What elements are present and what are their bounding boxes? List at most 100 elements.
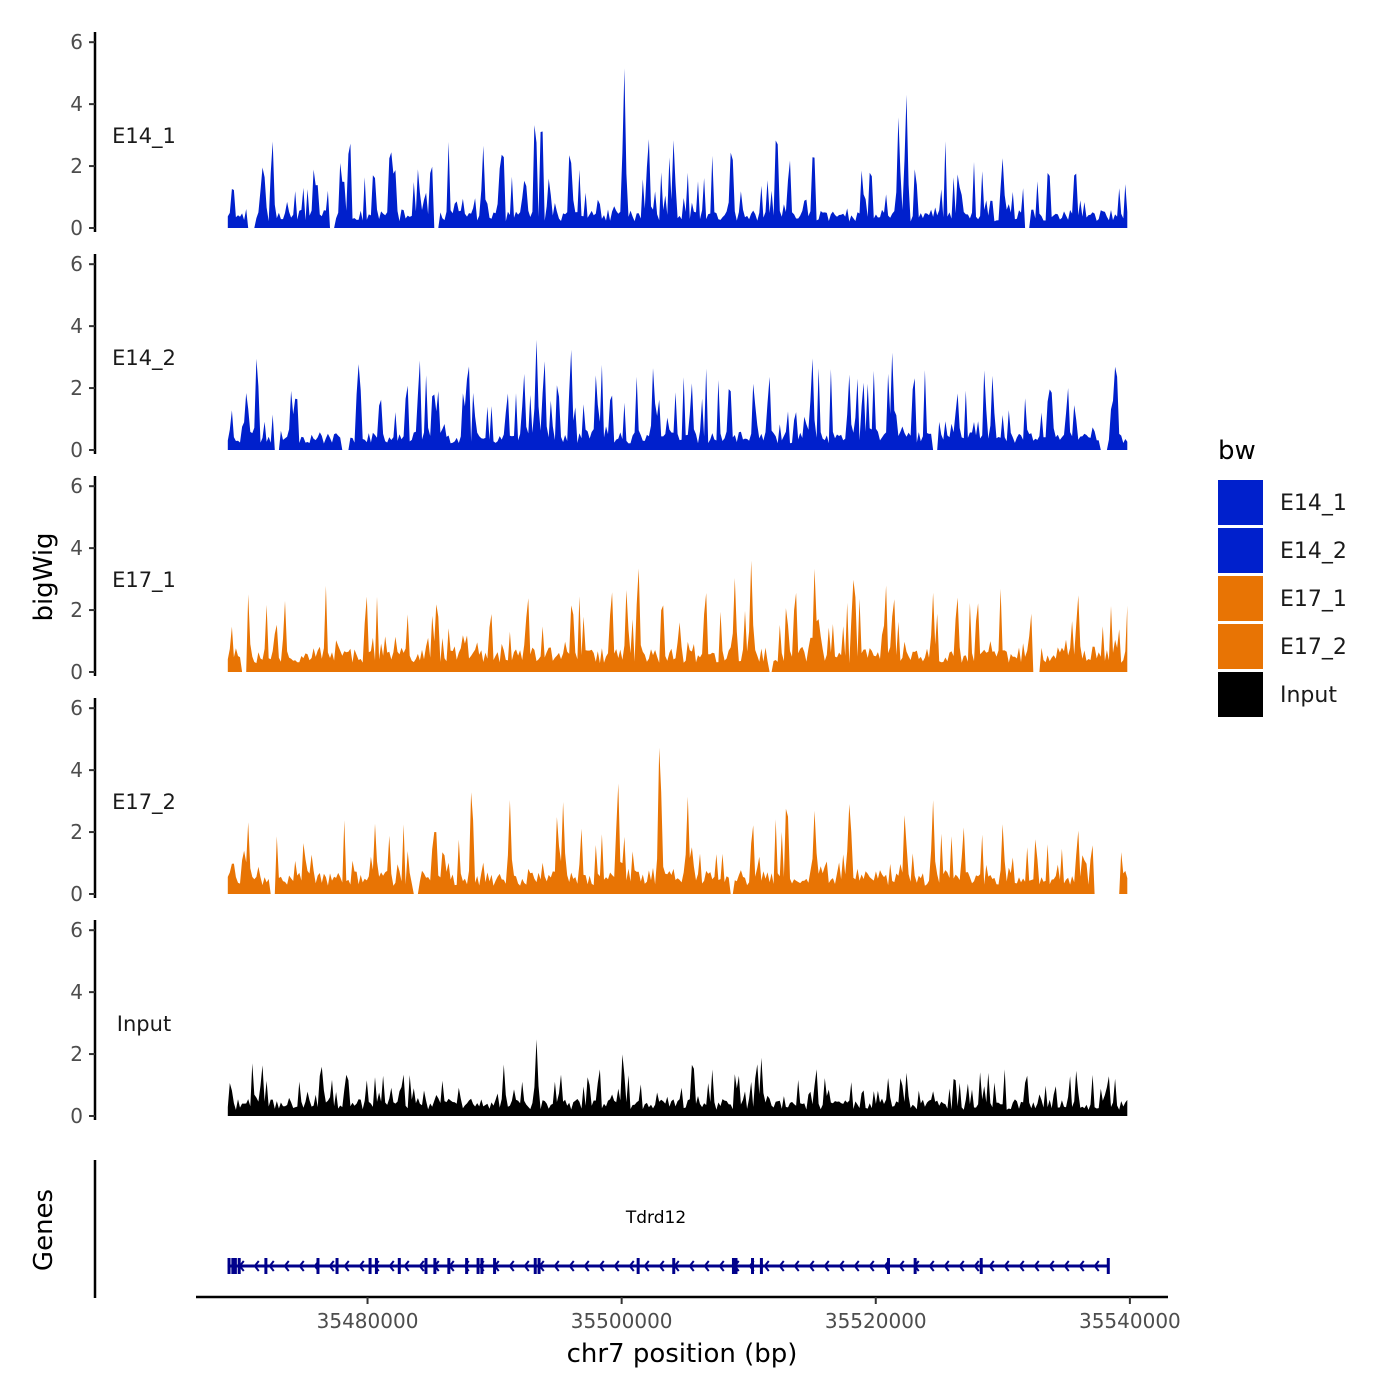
track-label: Input [117,1012,171,1036]
strand-arrow [508,1260,515,1272]
strand-arrow [313,1260,320,1272]
gene-exon [480,1258,484,1274]
strand-arrow [448,1260,455,1272]
strand-arrow [688,1260,695,1272]
strand-arrow [913,1260,920,1272]
strand-arrow [748,1260,755,1272]
strand-arrow [673,1260,680,1272]
gene-exon [424,1258,428,1274]
strand-arrow [298,1260,305,1272]
gene-exon [886,1258,890,1274]
strand-arrow [958,1260,965,1272]
x-axis-title: chr7 position (bp) [567,1339,798,1369]
strand-arrow [613,1260,620,1272]
gene-exon [979,1258,983,1274]
y-tick-label: 0 [70,216,83,240]
y-tick-label: 6 [70,918,83,942]
strand-arrow [658,1260,665,1272]
legend-swatch-E14_1 [1218,480,1263,525]
gene-exon [368,1258,372,1274]
strand-arrow [433,1260,440,1272]
track-panel-E14_2: 0 2 4 6 E14_2 [70,252,1128,462]
strand-arrow [373,1260,380,1272]
gene-exon [1106,1258,1110,1274]
strand-arrow [928,1260,935,1272]
strand-arrow [793,1260,800,1272]
y-tick-label: 0 [70,882,83,906]
gene-exon [316,1258,320,1274]
coverage-area-E17_2 [227,747,1128,894]
strand-arrow [733,1260,740,1272]
strand-arrow [238,1260,245,1272]
y-tick-label: 0 [70,438,83,462]
y-tick-label: 2 [70,376,83,400]
strand-arrow [253,1260,260,1272]
gene-label: Tdrd12 [625,1208,686,1228]
strand-arrow [478,1260,485,1272]
strand-arrow [418,1260,425,1272]
legend-swatch-E17_2 [1218,624,1263,669]
strand-arrow [388,1260,395,1272]
strand-arrow [553,1260,560,1272]
coverage-area-Input [227,1039,1128,1116]
strand-arrow [328,1260,335,1272]
y-axis-title: bigWig [29,532,59,621]
y-tick-label: 4 [70,980,83,1004]
x-tick-label: 35480000 [317,1309,419,1333]
y-tick-label: 6 [70,696,83,720]
strand-arrow [988,1260,995,1272]
track-label: E17_1 [112,568,176,593]
strand-arrow [493,1260,500,1272]
strand-arrow [703,1260,710,1272]
y-tick-label: 4 [70,92,83,116]
legend-label-E17_1: E17_1 [1280,587,1347,612]
strand-arrow [763,1260,770,1272]
gene-exon [636,1258,640,1274]
strand-arrow [283,1260,290,1272]
gene-exon [335,1258,339,1274]
strand-arrow [868,1260,875,1272]
x-axis: 35480000 35500000 35520000 35540000 [196,1295,1181,1333]
y-tick-label: 6 [70,474,83,498]
x-tick-label: 35500000 [571,1309,673,1333]
gene-exon [233,1258,237,1274]
track-panel-Input: 0 2 4 6 Input [70,918,1128,1128]
strand-arrow [943,1260,950,1272]
legend-label-Input: Input [1280,683,1337,708]
y-tick-label: 0 [70,660,83,684]
legend-label-E14_1: E14_1 [1280,491,1347,516]
legend-swatch-Input [1218,672,1263,717]
gene-exon [231,1258,235,1274]
gene-exon [759,1258,763,1274]
y-tick-label: 0 [70,1104,83,1128]
gene-exon [264,1258,268,1274]
strand-arrow [403,1260,410,1272]
strand-arrow [463,1260,470,1272]
strand-arrow [1033,1260,1040,1272]
gene-exon [227,1258,231,1274]
strand-arrow [643,1260,650,1272]
strand-arrow [1078,1260,1085,1272]
strand-arrow [718,1260,725,1272]
strand-arrow [598,1260,605,1272]
coverage-area-E14_1 [227,68,1128,229]
x-tick-label: 35540000 [1079,1309,1181,1333]
track-panel-E17_1: 0 2 4 6 E17_1 [70,474,1128,684]
gene-exon [397,1258,401,1274]
gene-exon [476,1258,480,1274]
legend-swatch-E17_1 [1218,576,1263,621]
legend-label-E17_2: E17_2 [1280,635,1347,660]
strand-arrow [583,1260,590,1272]
y-tick-label: 4 [70,536,83,560]
gene-exon [751,1258,755,1274]
strand-arrow [1048,1260,1055,1272]
y-tick-label: 2 [70,598,83,622]
gene-exon [465,1258,469,1274]
y-tick-label: 2 [70,820,83,844]
strand-arrow [268,1260,275,1272]
y-tick-label: 4 [70,758,83,782]
strand-arrow [898,1260,905,1272]
gene-exon [731,1258,735,1274]
strand-arrow [568,1260,575,1272]
